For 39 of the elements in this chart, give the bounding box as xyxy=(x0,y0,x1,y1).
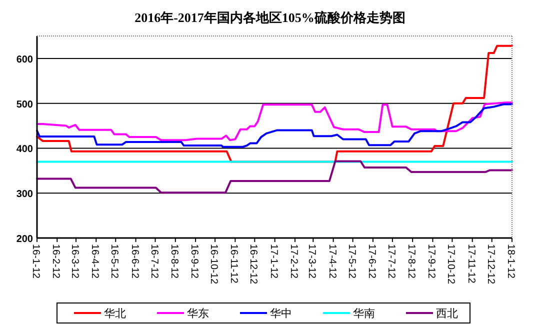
chart-title: 2016年-2017年国内各地区105%硫酸价格走势图 xyxy=(134,10,406,25)
x-tick-label: 18-1-12 xyxy=(505,244,516,279)
legend-label: 西北 xyxy=(436,307,458,320)
y-tick-label: 200 xyxy=(16,234,34,245)
x-tick-label: 17-7-12 xyxy=(385,244,396,279)
x-tick-label: 17-3-12 xyxy=(306,244,318,279)
x-tick-label: 16-6-12 xyxy=(128,244,140,279)
x-tick-label: 16-5-12 xyxy=(108,244,120,279)
y-tick-label: 500 xyxy=(16,99,34,110)
x-tick-label: 16-2-12 xyxy=(50,244,62,279)
line-series xyxy=(36,101,513,142)
x-tick-label: 17-4-12 xyxy=(326,244,338,279)
y-tick-label: 600 xyxy=(16,54,34,66)
x-tick-label: 16-11-12 xyxy=(228,244,240,284)
x-tick-label: 17-6-12 xyxy=(366,244,377,279)
line-series xyxy=(36,103,513,148)
y-tick-label: 400 xyxy=(16,144,34,156)
x-tick-label: 17-12-12 xyxy=(484,244,496,284)
x-tick-label: 16-7-12 xyxy=(148,244,160,279)
legend-label: 华南 xyxy=(353,307,375,320)
x-tick-label: 16-9-12 xyxy=(188,244,200,279)
x-tick-label: 16-1-12 xyxy=(30,244,41,279)
x-tick-label: 17-1-12 xyxy=(268,244,279,279)
y-tick-label: 300 xyxy=(16,189,34,200)
x-tick-label: 16-12-12 xyxy=(248,244,259,284)
x-tick-label: 16-10-12 xyxy=(208,244,220,284)
legend-label: 华北 xyxy=(104,307,126,320)
x-tick-label: 17-10-12 xyxy=(445,244,456,284)
line-series xyxy=(36,160,513,194)
x-tick-label: 16-4-12 xyxy=(89,244,100,279)
legend-label: 华东 xyxy=(187,307,209,320)
x-tick-label: 17-8-12 xyxy=(406,244,417,279)
x-tick-label: 17-2-12 xyxy=(288,244,299,279)
x-tick-label: 17-11-12 xyxy=(465,244,476,284)
x-tick-label: 16-3-12 xyxy=(68,244,80,279)
x-tick-label: 17-5-12 xyxy=(346,244,357,279)
legend-label: 华中 xyxy=(270,307,292,320)
x-tick-label: 16-8-12 xyxy=(168,244,180,279)
x-tick-label: 17-9-12 xyxy=(426,244,437,279)
